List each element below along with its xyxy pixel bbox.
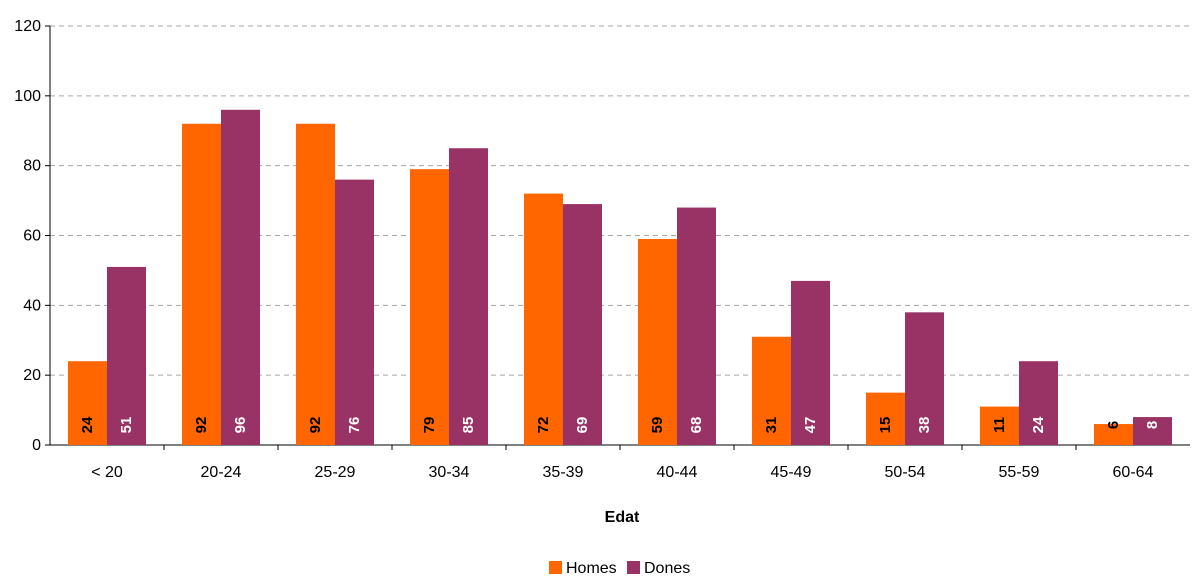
bar-homes [752,336,791,445]
bar-homes [182,123,221,446]
bars: 24 51 92 96 92 76 79 85 72 69 59 68 31 47 15 38 11 24 6 8 [68,109,1172,446]
y-tick-label: 20 [23,367,41,384]
bar-homes [980,406,1019,445]
data-label: 11 [991,417,1008,433]
x-axis-title: Edat [605,509,640,526]
bar-homes [638,238,677,445]
legend-swatch-dones [627,561,640,574]
x-tick-label: 25-29 [315,464,356,481]
data-label: 68 [688,417,705,434]
data-label: 31 [763,417,780,434]
data-label: 24 [1030,416,1047,433]
x-tick-label: 55-59 [999,464,1040,481]
x-tick-label: 60-64 [1113,464,1154,481]
y-tick-label: 40 [23,297,41,314]
y-tick-label: 80 [23,158,41,175]
data-label: 24 [79,416,96,433]
bar-homes [68,361,107,445]
bar-homes [1094,424,1133,445]
y-axis-ticks: 0 20 40 60 80 100 120 [14,18,50,454]
x-tick-label: < 20 [91,464,123,481]
data-label: 96 [232,417,249,434]
bar-homes [866,392,905,445]
y-tick-label: 120 [14,18,41,35]
x-tick-label: 45-49 [771,464,812,481]
x-tick-label: 20-24 [201,464,242,481]
bar-dones [677,207,716,445]
data-label: 76 [346,417,363,434]
data-label: 51 [118,417,135,434]
data-label: 92 [307,417,324,434]
bar-homes [524,193,563,445]
x-tick-label: 40-44 [657,464,698,481]
y-tick-label: 100 [14,88,41,105]
bar-dones [563,204,602,445]
data-label: 38 [916,417,933,434]
data-label: 59 [649,417,666,434]
data-label: 47 [802,417,819,434]
legend: Homes Dones [549,560,690,577]
bar-homes [410,169,449,446]
bar-dones [107,266,146,445]
x-tick-label: 30-34 [429,464,470,481]
bar-dones [905,312,944,445]
y-tick-label: 60 [23,228,41,245]
bar-dones [449,148,488,446]
bar-dones [1019,361,1058,445]
legend-swatch-homes [549,561,562,574]
legend-label-dones: Dones [644,560,690,577]
x-axis-ticks: < 20 20-24 25-29 30-34 35-39 40-44 45-49 50-54 5… [91,445,1154,481]
x-tick-label: 50-54 [885,464,926,481]
bar-dones [335,179,374,445]
y-tick-label: 0 [32,437,41,454]
data-label: 85 [460,417,477,434]
bar-dones [221,109,260,446]
data-label: 79 [421,417,438,434]
data-label: 8 [1144,421,1161,429]
data-label: 15 [877,417,894,434]
bar-homes [296,123,335,446]
data-label: 69 [574,417,591,434]
legend-label-homes: Homes [566,560,617,577]
x-tick-label: 35-39 [543,464,584,481]
data-label: 72 [535,417,552,434]
bar-dones [791,280,830,445]
data-label: 92 [193,417,210,434]
data-label: 6 [1105,421,1122,429]
bar-dones [1133,417,1172,445]
